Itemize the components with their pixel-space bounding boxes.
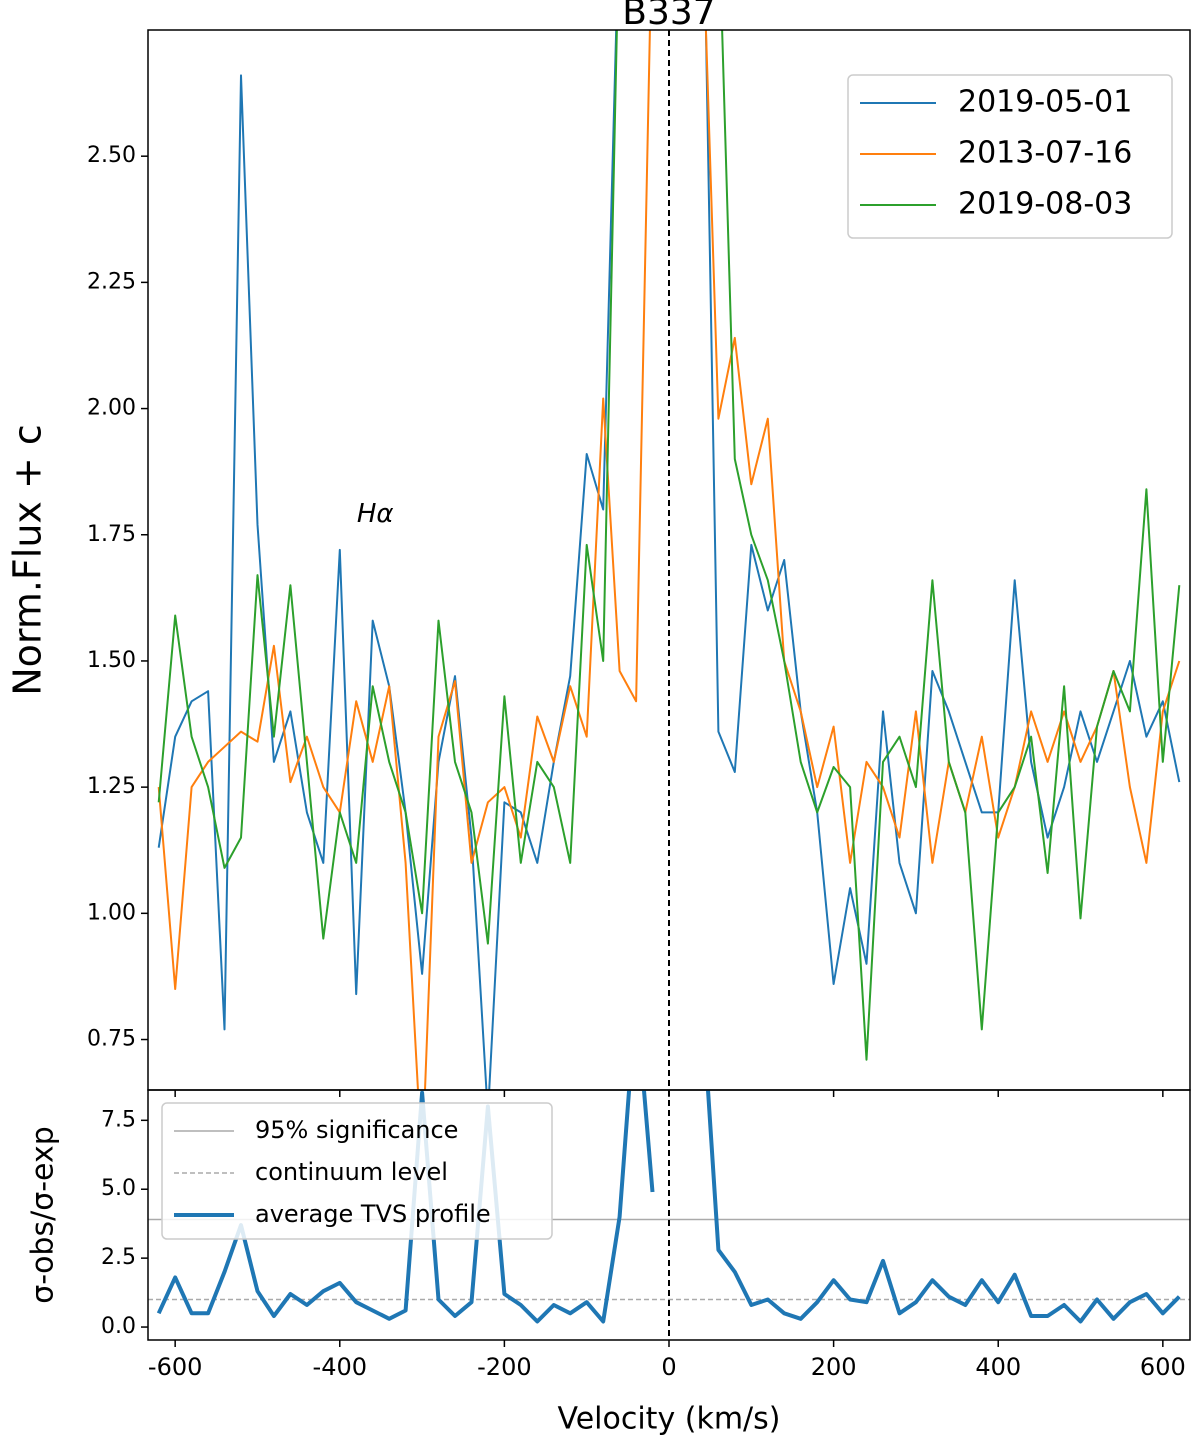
legend-box [161,1102,553,1240]
legend-label: 95% significance [255,1116,458,1144]
y-tick-label: 5.0 [101,1176,136,1201]
y-axis-label: σ-obs/σ-exp [26,1126,61,1304]
x-axis-label: Velocity (km/s) [558,1402,781,1437]
x-tick-label: -400 [313,1353,367,1381]
legend-label: 2013-07-16 [958,136,1132,171]
x-tick-label: -600 [148,1353,202,1381]
y-tick-label: 1.00 [87,900,136,925]
y-tick-label: 1.50 [87,648,136,673]
x-tick-label: 400 [975,1353,1021,1381]
x-tick-label: 0 [661,1353,676,1381]
y-tick-label: 2.25 [87,269,136,294]
x-tick-label: -200 [477,1353,531,1381]
x-tick-label: 600 [1140,1353,1186,1381]
data-line [157,30,1181,1061]
y-tick-label: 0.75 [87,1027,136,1052]
x-tick-label: 200 [811,1353,857,1381]
legend-box [847,74,1173,239]
y-tick-label: 2.00 [87,396,136,421]
annotation: Hα [357,499,394,529]
y-axis-label: Norm.Flux + c [6,424,50,696]
chart-title: B337 [622,0,715,33]
legend-label: 2019-05-01 [958,85,1132,120]
legend-label: continuum level [255,1158,448,1186]
y-tick-label: 2.50 [87,143,136,168]
y-tick-label: 1.75 [87,522,136,547]
y-tick-label: 1.25 [87,774,136,799]
legend-label: average TVS profile [255,1200,491,1228]
plot-frame [147,1089,1191,1341]
plot-area [157,30,1181,1090]
y-tick-label: 2.5 [101,1245,136,1270]
y-tick-label: 0.0 [101,1314,136,1339]
legend-label: 2019-08-03 [958,187,1132,222]
y-tick-label: 7.5 [101,1107,136,1132]
